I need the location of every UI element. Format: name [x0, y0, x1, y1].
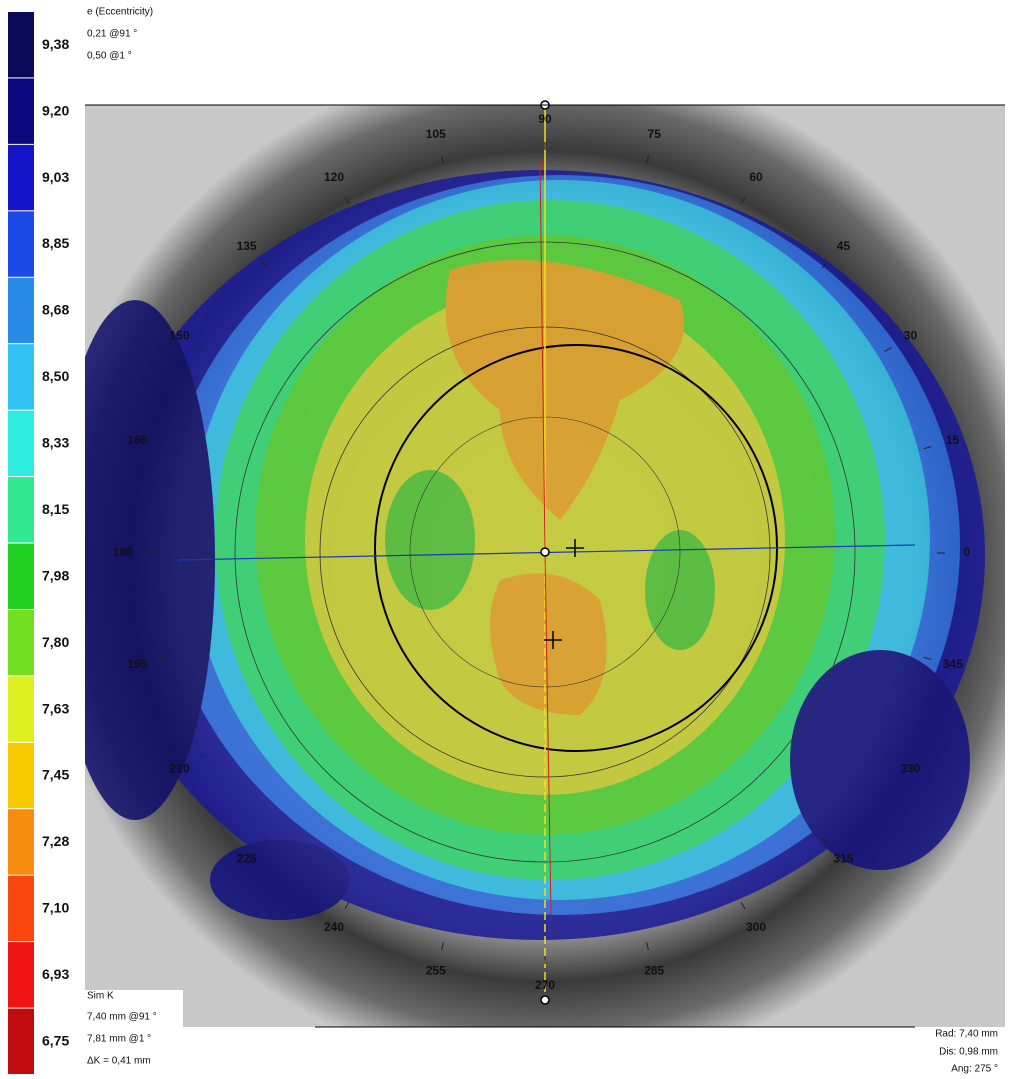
- angle-label: 180: [113, 545, 133, 559]
- angle-tick: [645, 942, 650, 951]
- angle-tick: [198, 754, 206, 759]
- color-map: [85, 170, 985, 940]
- scale-label: 8,68: [42, 302, 69, 318]
- scale-swatch: [8, 809, 34, 875]
- scale-label: 7,10: [42, 900, 69, 916]
- angle-tick: [440, 155, 445, 164]
- angle-tick: [923, 656, 932, 660]
- angle-label: 120: [324, 170, 344, 184]
- angle-tick: [158, 656, 167, 660]
- scale-label: 9,38: [42, 36, 69, 52]
- scale-swatch: [8, 477, 34, 543]
- angle-label: 90: [538, 112, 552, 126]
- angle-tick: [821, 837, 829, 844]
- scale-label: 7,80: [42, 634, 69, 650]
- eccentricity-line: 0,21 @91 °: [87, 29, 137, 40]
- scale-swatch: [8, 211, 34, 277]
- angle-label: 300: [746, 920, 766, 934]
- angle-label: 75: [648, 127, 662, 141]
- scale-swatch: [8, 942, 34, 1008]
- angle-label: 165: [127, 433, 147, 447]
- scale-swatch: [8, 609, 34, 676]
- angle-tick: [740, 901, 746, 910]
- simk-line: ΔK = 0,41 mm: [87, 1056, 151, 1067]
- cursor-info: Ang: 275 °: [951, 1064, 998, 1075]
- scale-swatch: [8, 676, 34, 742]
- scale-swatch: [8, 277, 34, 344]
- scale-swatch: [8, 742, 34, 809]
- simk-title: Sim K: [87, 991, 114, 1002]
- angle-tick: [344, 901, 350, 910]
- angle-tick: [158, 446, 167, 450]
- angle-label: 225: [237, 851, 257, 865]
- angle-label: 240: [324, 920, 344, 934]
- eccentricity-title: e (Eccentricity): [87, 7, 153, 18]
- angle-label: 315: [833, 851, 853, 865]
- scale-label: 6,93: [42, 966, 69, 982]
- angle-tick: [740, 196, 746, 205]
- scale-swatch: [8, 543, 34, 609]
- angle-tick: [884, 347, 892, 352]
- angle-label: 135: [237, 239, 257, 253]
- cursor-info: Rad: 7,40 mm: [935, 1029, 998, 1040]
- scale-swatch: [8, 144, 34, 211]
- angle-label: 105: [426, 127, 446, 141]
- angle-label: 195: [127, 657, 147, 671]
- angle-label: 60: [749, 170, 763, 184]
- angle-label: 15: [946, 433, 960, 447]
- scale-swatch: [8, 875, 34, 942]
- scale-label: 7,98: [42, 567, 69, 583]
- scale-swatch: [8, 344, 34, 410]
- angle-tick: [261, 262, 269, 269]
- angle-label: 0: [964, 545, 971, 559]
- scale-label: 7,28: [42, 833, 69, 849]
- scale-label: 7,45: [42, 767, 69, 783]
- scale-swatch: [8, 12, 34, 78]
- angle-label: 255: [426, 963, 446, 977]
- simk-panel: [85, 990, 183, 1079]
- scale-label: 8,50: [42, 368, 69, 384]
- simk-line: 7,81 mm @1 °: [87, 1034, 151, 1045]
- scale-label: 8,15: [42, 501, 69, 517]
- angle-label: 330: [900, 762, 920, 776]
- scale-label: 6,75: [42, 1032, 69, 1048]
- angle-tick: [198, 347, 206, 352]
- angle-tick: [440, 942, 445, 951]
- eccentricity-line: 0,50 @1 °: [87, 51, 132, 62]
- scale-label: 8,85: [42, 235, 69, 251]
- angle-tick: [821, 262, 829, 269]
- angle-label: 30: [904, 329, 918, 343]
- simk-line: 7,40 mm @91 °: [87, 1012, 157, 1023]
- angle-label: 345: [943, 657, 963, 671]
- angle-label: 270: [535, 978, 555, 992]
- angle-tick: [645, 155, 650, 164]
- angle-label: 285: [644, 963, 664, 977]
- scale-label: 7,63: [42, 700, 69, 716]
- scale-swatch: [8, 410, 34, 477]
- scale-label: 8,33: [42, 435, 69, 451]
- scale-swatch: [8, 1008, 34, 1074]
- scale-label: 9,03: [42, 169, 69, 185]
- angle-label: 150: [170, 329, 190, 343]
- scale-label: 9,20: [42, 102, 69, 118]
- angle-tick: [884, 754, 892, 759]
- cursor-info: Dis: 0,98 mm: [939, 1047, 998, 1058]
- angle-label: 210: [170, 762, 190, 776]
- angle-tick: [261, 837, 269, 844]
- angle-label: 45: [837, 239, 851, 253]
- angle-tick: [344, 196, 350, 205]
- scale-swatch: [8, 78, 34, 144]
- angle-tick: [923, 446, 932, 450]
